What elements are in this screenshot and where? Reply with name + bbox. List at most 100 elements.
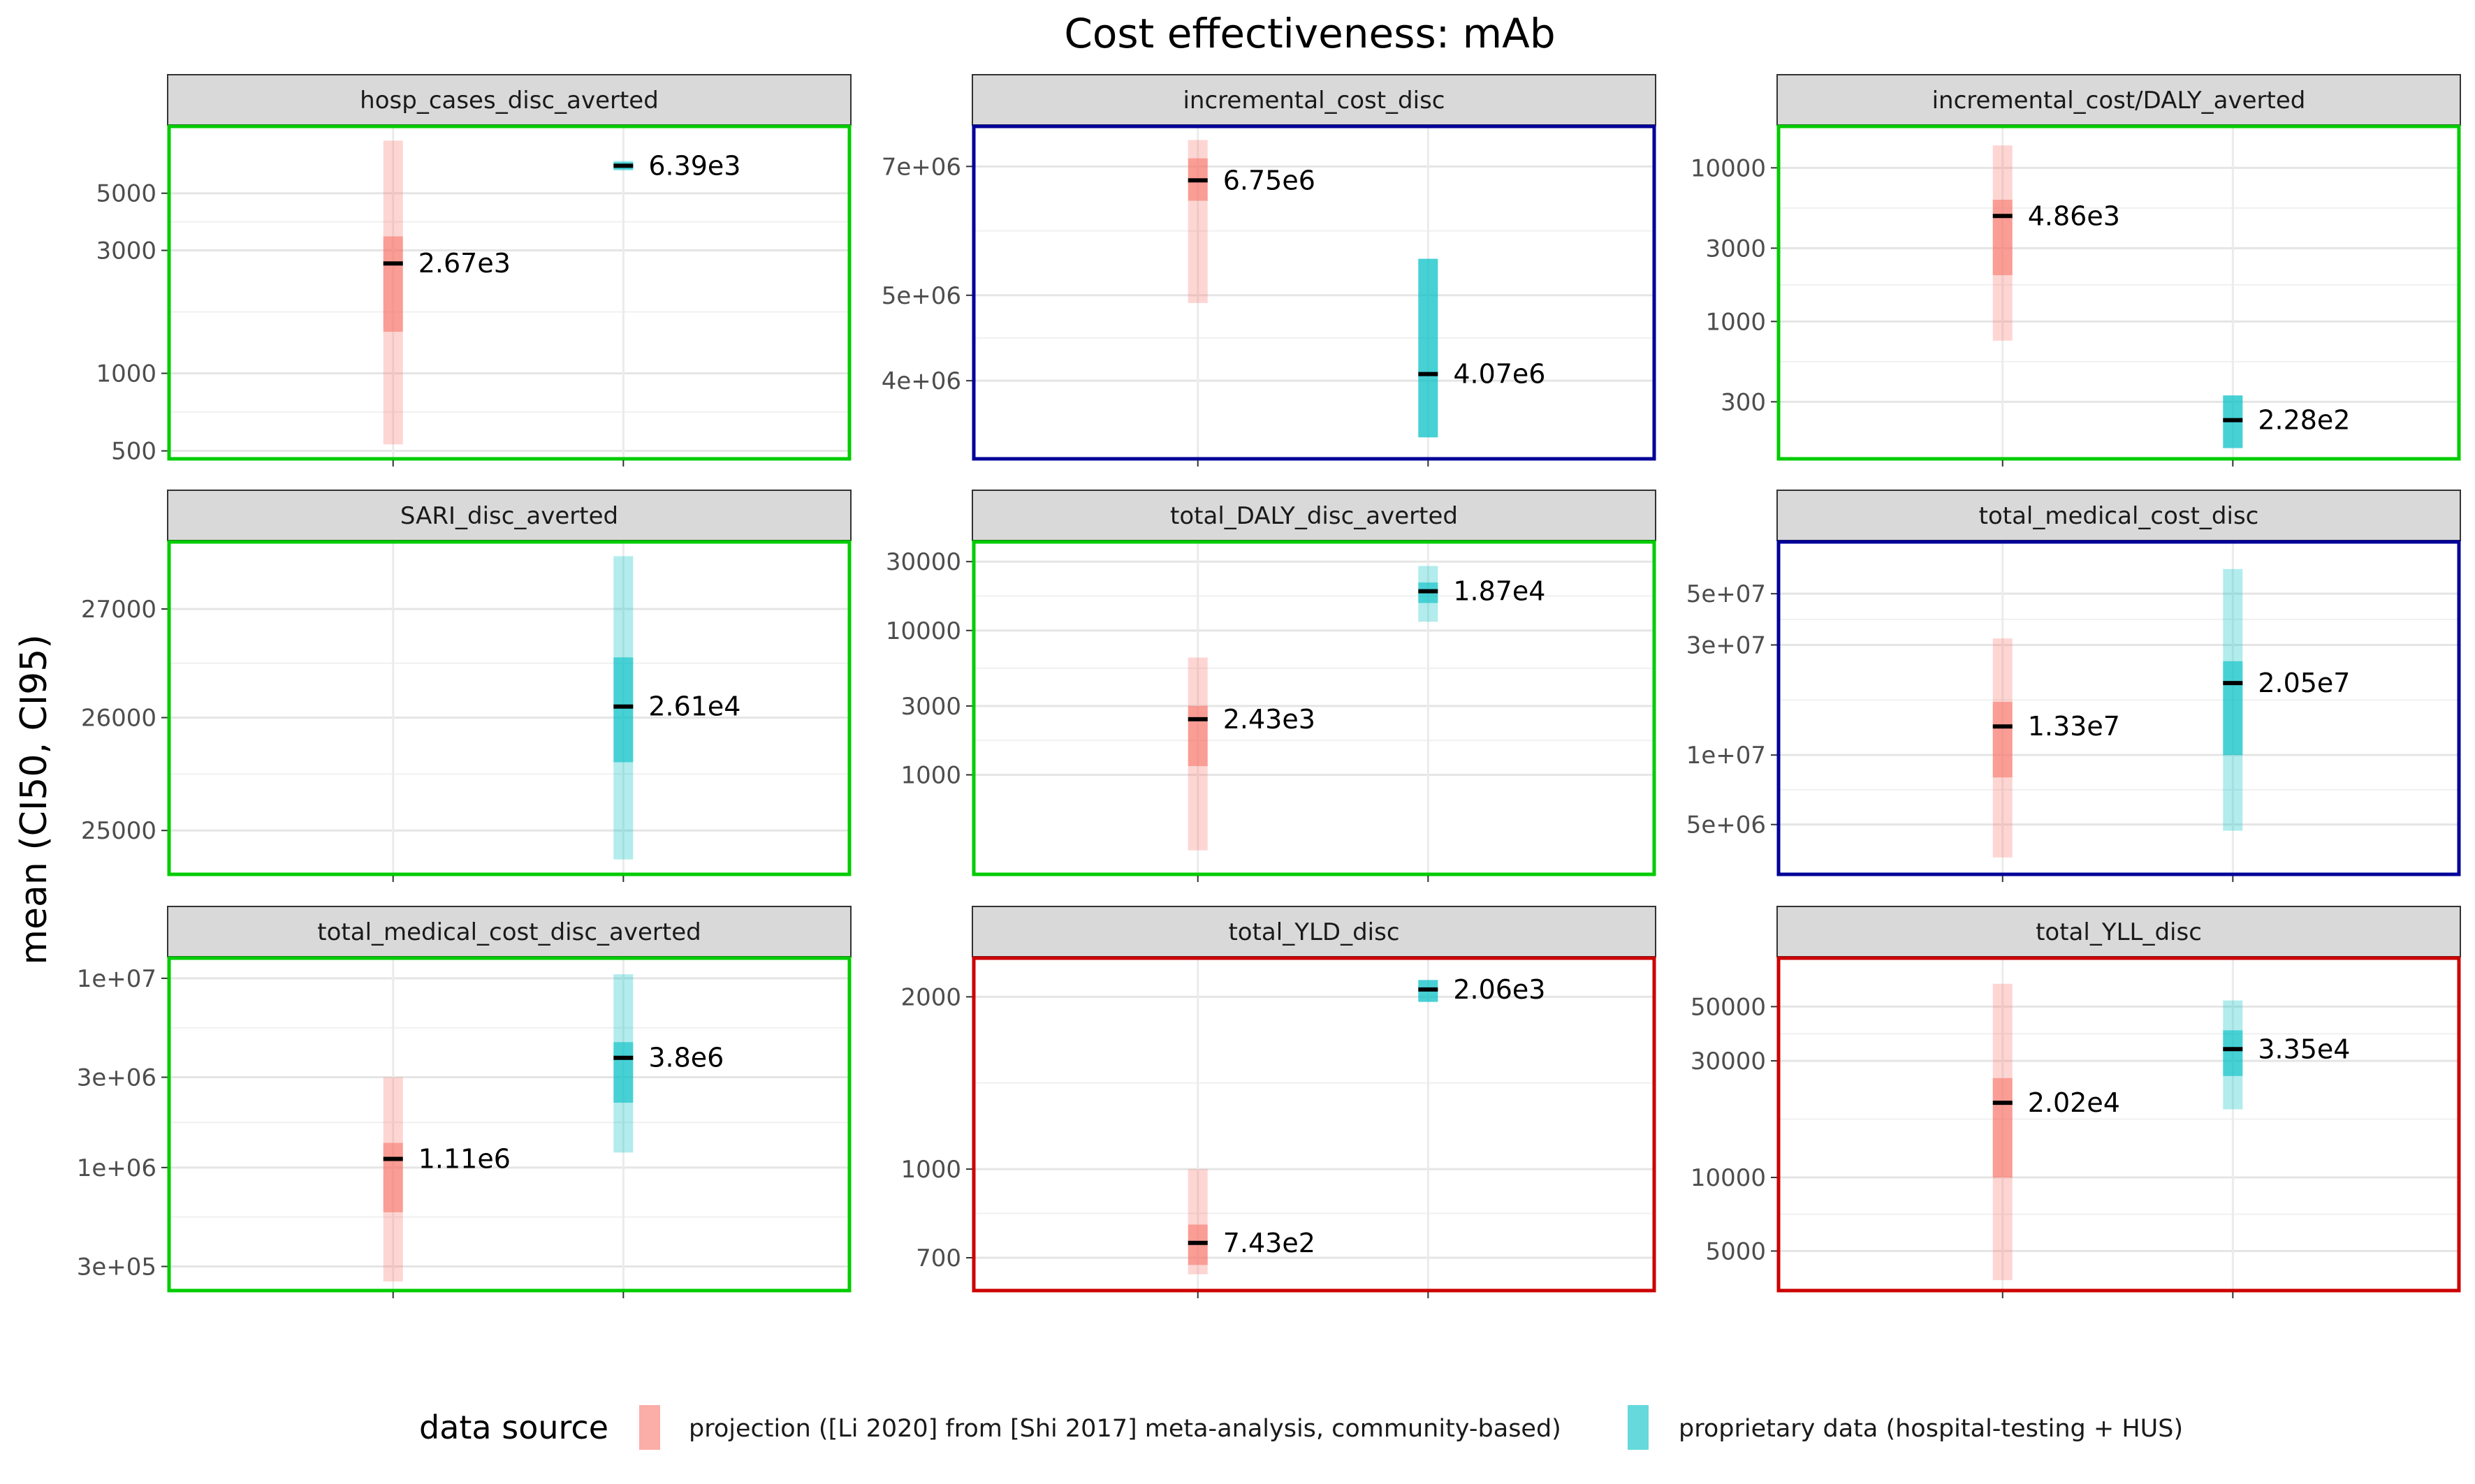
series-proprietary: 2.28e2: [2223, 395, 2350, 448]
y-tick-label: 5e+07: [1686, 580, 1766, 608]
panel-border: [972, 956, 1656, 1293]
legend: data source projection ([Li 2020] from […: [419, 1405, 2183, 1450]
y-tick-label: 500: [111, 438, 156, 466]
y-tick-label: 300: [1721, 388, 1766, 416]
ci50-bar: [383, 236, 403, 332]
panel-background: [168, 541, 851, 876]
y-tick-label: 10000: [886, 617, 961, 645]
facet-sari-disc-averted: SARI_disc_averted 25000 26000 27000 2.61e4: [81, 490, 852, 882]
data-label: 4.86e3: [2028, 200, 2120, 231]
y-tick-label: 5e+06: [1686, 811, 1766, 839]
series-projection: 2.43e3: [1188, 657, 1315, 851]
series-proprietary: 2.61e4: [613, 556, 740, 860]
facet-title: SARI_disc_averted: [400, 502, 618, 530]
ci50-bar: [613, 1042, 634, 1103]
facet-title: total_medical_cost_disc_averted: [317, 918, 701, 946]
y-tick-label: 1000: [900, 762, 961, 790]
y-tick-label: 3000: [1705, 235, 1766, 263]
series-proprietary: 4.07e6: [1418, 258, 1545, 438]
facet-strip: [1776, 490, 2461, 541]
facet-total-medical-cost-disc-averted: total_medical_cost_disc_averted 3e+05 1e+0…: [77, 906, 852, 1298]
y-tick-label: 7e+06: [882, 153, 961, 181]
y-tick-label: 1e+06: [77, 1154, 156, 1182]
facet-title: incremental_cost_disc: [1183, 87, 1445, 115]
series-projection: 1.33e7: [1992, 638, 2120, 858]
series-proprietary: 6.39e3: [613, 150, 740, 181]
data-label: 1.87e4: [1453, 576, 1545, 607]
panel-border: [167, 124, 852, 461]
facet-strip: [1776, 74, 2461, 126]
y-tick-label: 1000: [96, 360, 156, 388]
panel-border: [972, 540, 1656, 876]
panel-background: [168, 957, 851, 1292]
data-label: 7.43e2: [1223, 1228, 1315, 1258]
facet-strip: [972, 490, 1656, 541]
legend-key-proprietary: [1628, 1405, 1649, 1450]
facet-total-medical-cost-disc: total_medical_cost_disc 5e+06 1e+07 3e+07 5e…: [1686, 490, 2461, 882]
legend-label-projection: projection ([Li 2020] from [Shi 2017] me…: [689, 1415, 1561, 1443]
panel-border: [972, 124, 1656, 461]
legend-label-proprietary: proprietary data (hospital-testing + HUS…: [1679, 1415, 2183, 1443]
y-axis-label: mean (CI50, CI95): [13, 634, 55, 964]
facet-strip: [972, 74, 1656, 126]
series-projection: 1.11e6: [383, 1077, 511, 1281]
y-tick-label: 1000: [900, 1156, 961, 1184]
panel-border: [167, 540, 852, 876]
panel-border: [1776, 540, 2461, 876]
facet-total-daly-disc-averted: total_DALY_disc_averted 1000 3000 10000 3000…: [886, 490, 1656, 882]
panel-border: [167, 956, 852, 1293]
facet-total-yld-disc: total_YLD_disc 700 1000 2000 7.43e2 2.06e3: [900, 906, 1656, 1298]
series-projection: 4.86e3: [1992, 145, 2120, 341]
data-label: 2.02e4: [2028, 1087, 2120, 1118]
panel-background: [168, 125, 851, 460]
series-proprietary: 3.35e4: [2223, 1000, 2350, 1110]
series-proprietary: 2.06e3: [1418, 974, 1545, 1005]
y-tick-label: 5000: [96, 180, 156, 208]
facet-title: total_DALY_disc_averted: [1170, 502, 1458, 530]
y-tick-label: 25000: [81, 817, 156, 845]
data-label: 3.8e6: [648, 1043, 724, 1073]
ci50-bar: [1992, 199, 2013, 276]
data-label: 2.28e2: [2258, 405, 2350, 436]
panel-background: [1777, 541, 2460, 876]
series-proprietary: 2.05e7: [2223, 568, 2350, 831]
facet-title: total_YLL_disc: [2036, 918, 2202, 946]
facet-incremental-cost-daly-averted: incremental_cost/DALY_averted 300 1000 3000…: [1691, 74, 2461, 466]
series-proprietary: 3.8e6: [613, 974, 724, 1153]
facet-title: total_medical_cost_disc: [1979, 502, 2259, 530]
y-tick-label: 3e+07: [1686, 631, 1766, 659]
panel-border: [1776, 124, 2461, 461]
panel-background: [972, 957, 1656, 1292]
legend-title: data source: [419, 1409, 608, 1446]
chart-title: Cost effectiveness: mAb: [1064, 10, 1555, 57]
series-projection: 6.75e6: [1188, 140, 1315, 303]
series-proprietary: 1.87e4: [1418, 566, 1545, 622]
y-tick-label: 1e+07: [77, 965, 156, 993]
ci50-bar: [2223, 1030, 2243, 1076]
facet-strip: [1776, 906, 2461, 957]
data-label: 1.33e7: [2028, 711, 2120, 742]
ci50-bar: [1992, 1078, 2013, 1178]
y-tick-label: 50000: [1691, 993, 1766, 1021]
facet-hosp-cases-disc-averted: hosp_cases_disc_averted 500 1000 3000 5000 2.…: [96, 74, 852, 466]
data-label: 2.06e3: [1453, 974, 1545, 1005]
ci50-bar: [383, 1143, 403, 1212]
panel-background: [972, 125, 1656, 460]
ci50-bar: [1188, 705, 1208, 766]
y-tick-label: 30000: [886, 548, 961, 576]
facet-strip: [167, 490, 852, 541]
legend-key-projection: [639, 1405, 660, 1450]
y-tick-label: 3e+05: [77, 1254, 156, 1281]
data-label: 2.05e7: [2258, 668, 2350, 698]
data-label: 3.35e4: [2258, 1034, 2350, 1064]
facet-total-yll-disc: total_YLL_disc 5000 10000 30000 50000 2.02e4 3…: [1691, 906, 2461, 1298]
panel-background: [1777, 957, 2460, 1292]
facet-title: incremental_cost/DALY_averted: [1932, 87, 2306, 115]
series-projection: 2.67e3: [383, 140, 511, 445]
y-tick-label: 700: [916, 1244, 961, 1272]
ci50-bar: [1418, 258, 1438, 438]
y-tick-label: 1000: [1705, 308, 1766, 336]
y-tick-label: 1e+07: [1686, 742, 1766, 770]
data-label: 2.43e3: [1223, 704, 1315, 735]
